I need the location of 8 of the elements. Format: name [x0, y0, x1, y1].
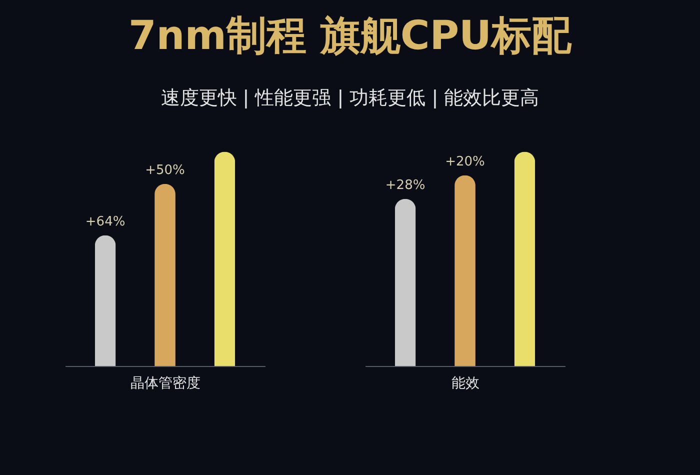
annotation: +28% — [385, 178, 426, 193]
text: 速度更快 | 性能更强 | 功耗更低 | 能效比更高 — [160, 86, 540, 111]
text: 7nm制程 旗舰CPU标配 — [127, 12, 573, 61]
annotation: +20% — [445, 154, 485, 170]
annotation: +64% — [85, 214, 126, 230]
annotation: +50% — [145, 162, 185, 178]
x-axis-title: 晶体管密度 — [130, 376, 200, 392]
x-axis-title: 能效 — [452, 376, 480, 392]
